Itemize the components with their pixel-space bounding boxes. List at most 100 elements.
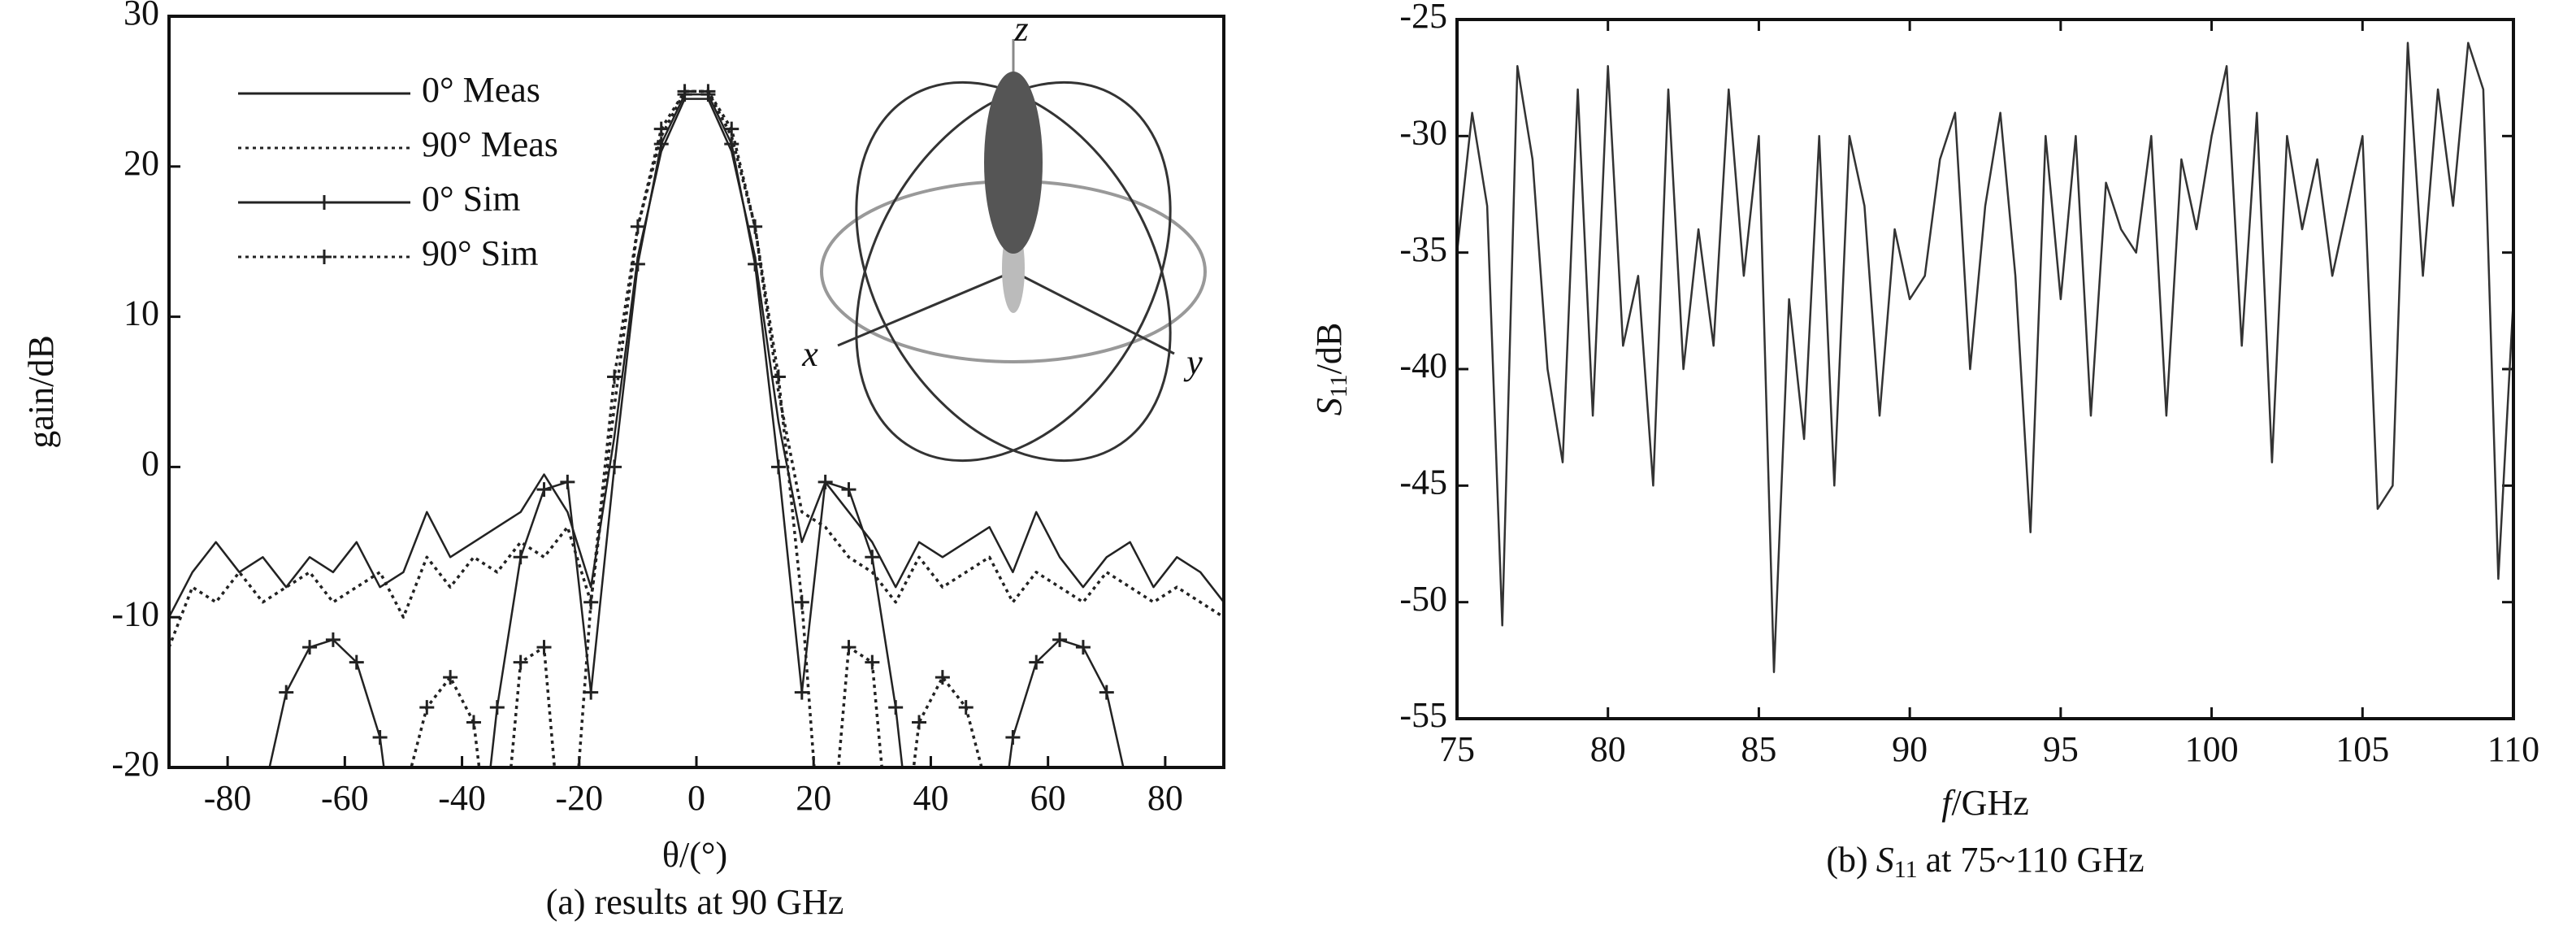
marker: [888, 911, 903, 925]
series-line: [169, 89, 1224, 648]
x-tick-label: 80: [1590, 729, 1626, 769]
y-tick-label: -35: [1399, 229, 1447, 269]
series-line: [268, 93, 1125, 767]
legend-label: 0° Sim: [422, 179, 521, 219]
marker: [1123, 911, 1138, 925]
marker: [1216, 911, 1231, 925]
plot-area: [162, 84, 1231, 925]
x-tick-label: 85: [1741, 729, 1776, 769]
x-tick-label: 110: [2487, 729, 2539, 769]
legend-marker: [317, 195, 332, 210]
x-axis-label: f/GHz: [1941, 783, 2029, 823]
marker: [185, 911, 200, 925]
x-tick-label: 60: [1030, 778, 1066, 818]
x-axis-label-part: /GHz: [1951, 783, 2028, 823]
y-axis-label-part: 11: [1325, 374, 1352, 398]
marker: [1146, 911, 1160, 925]
x-tick-label: 105: [2335, 729, 2389, 769]
inset-axis-label: y: [1183, 342, 1203, 382]
y-axis-label: gain/dB: [21, 335, 61, 448]
legend-label: 90° Meas: [422, 124, 558, 164]
y-tick-label: 10: [124, 293, 159, 333]
marker: [255, 911, 270, 925]
y-tick-label: -40: [1399, 346, 1447, 385]
plot-1: 75 80 85 90 95 100 105 110 -55 -50 -45 -40 -35 -30 -25: [1399, 0, 2539, 769]
x-tick-label: -40: [438, 778, 486, 818]
marker: [279, 911, 293, 925]
marker: [209, 911, 223, 925]
series-line: [1457, 41, 2513, 673]
caption-part: 11: [1894, 856, 1918, 883]
marker: [1123, 790, 1138, 805]
caption: (a) results at 90 GHz: [546, 882, 844, 922]
marker: [232, 911, 247, 925]
marker: [443, 670, 458, 685]
x-tick-label: 100: [2185, 729, 2239, 769]
y-tick-label: -10: [111, 593, 159, 633]
inset-axis: [1013, 270, 1175, 355]
marker: [373, 911, 388, 925]
marker: [209, 911, 223, 925]
marker: [1216, 911, 1231, 925]
marker: [1076, 911, 1091, 925]
y-axis-label-part: /dB: [1309, 323, 1349, 375]
marker: [1029, 911, 1043, 925]
marker: [982, 790, 997, 805]
x-tick-label: -20: [555, 778, 603, 818]
marker: [255, 790, 270, 805]
marker: [1005, 911, 1020, 925]
marker: [1169, 911, 1184, 925]
plot-area: [1457, 41, 2513, 673]
y-tick-label: -20: [111, 744, 159, 784]
y-axis-label: S11/dB: [1309, 323, 1352, 415]
marker: [865, 654, 880, 670]
x-tick-label: 40: [913, 778, 948, 818]
x-tick-label: -80: [204, 778, 252, 818]
marker: [912, 911, 926, 925]
x-tick-label: 90: [1892, 729, 1928, 769]
marker: [162, 911, 176, 925]
legend-label: 0° Meas: [422, 70, 540, 110]
inset-ring: [855, 80, 1172, 463]
caption-part: (b): [1826, 840, 1867, 880]
x-tick-label: -60: [321, 778, 369, 818]
plot-0: -80 -60 -40 -20 0 20 40 60 80 -20 -10 0 10 20 30 0° Mea…: [111, 0, 1231, 925]
y-tick-label: -25: [1399, 0, 1447, 36]
inset-axis: [837, 270, 1014, 347]
legend-label: 90° Sim: [422, 233, 539, 273]
marker: [1146, 911, 1160, 925]
y-tick-label: 0: [141, 443, 159, 483]
marker: [396, 790, 410, 805]
marker: [982, 911, 997, 925]
y-axis-label-part: S: [1309, 398, 1349, 415]
marker: [466, 911, 481, 925]
marker: [326, 911, 340, 925]
inset-ring: [855, 80, 1172, 463]
x-tick-label: 95: [2043, 729, 2079, 769]
marker: [396, 911, 410, 925]
inset-axis-label: z: [1013, 9, 1028, 49]
x-tick-label: 80: [1147, 778, 1183, 818]
marker: [935, 670, 950, 685]
x-tick-label: 0: [687, 778, 705, 818]
inset-axis-label: x: [801, 334, 818, 374]
plot-frame: [167, 15, 1225, 769]
series-line: [169, 98, 1224, 618]
marker: [302, 911, 317, 925]
plot-frame: [1455, 18, 2515, 720]
caption: (b) S11 at 75~110 GHz: [1826, 840, 2144, 883]
y-tick-label: 30: [124, 0, 159, 33]
caption-part: at 75~110 GHz: [1926, 840, 2144, 880]
marker: [419, 911, 434, 925]
y-tick-label: 20: [124, 143, 159, 183]
x-tick-label: 75: [1439, 729, 1475, 769]
marker: [1052, 911, 1067, 925]
marker: [1099, 911, 1114, 925]
y-tick-label: -30: [1399, 112, 1447, 152]
radiation-inset: z x y: [801, 9, 1207, 463]
marker: [1169, 911, 1184, 925]
x-axis-label: θ/(°): [662, 835, 727, 875]
marker: [232, 911, 247, 925]
marker: [185, 911, 200, 925]
